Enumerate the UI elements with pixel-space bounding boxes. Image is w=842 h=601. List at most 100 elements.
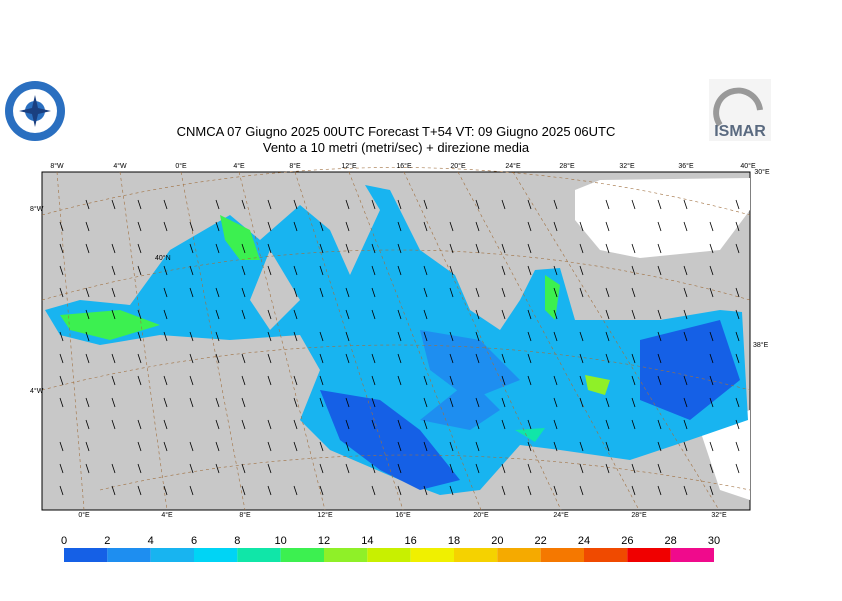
wind-arrow: [657, 309, 662, 320]
wind-arrow: [267, 375, 272, 386]
lon-label: 12°E: [317, 511, 333, 519]
wind-arrow: [527, 485, 532, 496]
wind-arrow: [267, 419, 272, 430]
colorbar-label: 16: [405, 535, 417, 547]
wind-arrow: [735, 397, 740, 408]
wind-arrow: [163, 375, 168, 386]
wind-arrow: [423, 375, 428, 386]
colorbar-label: 14: [361, 535, 373, 547]
wind-arrow: [527, 353, 532, 364]
wind-arrow: [475, 463, 480, 474]
wind-arrow: [657, 441, 662, 452]
wind-arrow: [85, 243, 90, 254]
wind-arrow: [475, 397, 480, 408]
colorbar-label: 18: [448, 535, 460, 547]
wind-arrow: [137, 375, 142, 386]
wind-arrow: [371, 287, 376, 298]
wind-arrow: [345, 397, 350, 408]
wind-arrow: [475, 419, 480, 430]
wind-arrow: [241, 375, 246, 386]
wind-arrow: [319, 375, 324, 386]
wind-arrow: [189, 397, 194, 408]
wind-arrow: [319, 265, 324, 276]
wind-arrow: [423, 441, 428, 452]
wind-arrow: [605, 199, 610, 210]
colorbar-swatch: [627, 548, 671, 562]
wind-arrow: [267, 199, 272, 210]
colorbar-swatch: [454, 548, 498, 562]
right-logo: ISMAR: [709, 79, 771, 141]
wind-arrow: [449, 243, 454, 254]
wind-arrow: [345, 243, 350, 254]
wind-arrow: [137, 353, 142, 364]
wind-arrow: [111, 199, 116, 210]
wind-arrow: [397, 243, 402, 254]
wind-arrow: [735, 353, 740, 364]
wind-arrow: [735, 419, 740, 430]
wind-arrow: [579, 287, 584, 298]
wind-arrow: [59, 441, 64, 452]
wind-arrow: [735, 309, 740, 320]
lon-label: 24°E: [553, 511, 569, 519]
wind-arrow: [319, 463, 324, 474]
wind-arrow: [59, 485, 64, 496]
wind-arrow: [111, 287, 116, 298]
wind-arrow: [345, 309, 350, 320]
wind-arrow: [735, 199, 740, 210]
wind-arrow: [163, 397, 168, 408]
wind-arrow: [501, 199, 506, 210]
wind-arrow: [111, 375, 116, 386]
wind-arrow: [553, 441, 558, 452]
wind-arrow: [631, 353, 636, 364]
wind-arrow: [449, 441, 454, 452]
wind-arrow: [111, 265, 116, 276]
wind-arrow: [449, 463, 454, 474]
wind-arrow: [527, 331, 532, 342]
wind-arrow: [371, 463, 376, 474]
wind-arrow: [189, 485, 194, 496]
wind-arrow: [371, 375, 376, 386]
left-logo: [5, 81, 65, 141]
wind-arrow: [683, 397, 688, 408]
wind-arrow: [605, 441, 610, 452]
wind-arrow: [215, 441, 220, 452]
wind-arrow: [553, 375, 558, 386]
wind-arrow: [735, 287, 740, 298]
wind-arrow: [631, 397, 636, 408]
lon-label: 40°E: [740, 162, 756, 170]
wind-arrow: [579, 485, 584, 496]
colorbar-swatch: [497, 548, 541, 562]
wind-arrow: [163, 199, 168, 210]
wind-arrow: [85, 441, 90, 452]
subtitle: Vento a 10 metri (metri/sec) + direzione…: [263, 140, 530, 155]
wind-arrow: [319, 353, 324, 364]
wind-arrow: [189, 287, 194, 298]
wind-arrow: [371, 353, 376, 364]
wind-arrow: [241, 243, 246, 254]
wind-arrow: [631, 375, 636, 386]
wind-arrow: [85, 353, 90, 364]
wind-arrow: [163, 419, 168, 430]
colorbar-swatch: [280, 548, 324, 562]
wind-arrow: [397, 221, 402, 232]
wind-arrow: [475, 441, 480, 452]
wind-arrow: [553, 309, 558, 320]
wind-arrow: [345, 419, 350, 430]
wind-arrow: [111, 485, 116, 496]
wind-arrow: [137, 485, 142, 496]
wind-arrow: [189, 463, 194, 474]
wind-arrow: [111, 397, 116, 408]
colorbar-swatch: [410, 548, 454, 562]
wind-arrow: [293, 221, 298, 232]
wind-arrow: [735, 243, 740, 254]
wind-arrow: [423, 287, 428, 298]
wind-arrow: [189, 353, 194, 364]
wind-arrow: [423, 331, 428, 342]
wind-arrow: [137, 221, 142, 232]
lon-label: 28°E: [559, 162, 575, 170]
wind-arrow: [241, 199, 246, 210]
wind-arrow: [475, 243, 480, 254]
wind-arrow: [163, 485, 168, 496]
wind-arrow: [85, 199, 90, 210]
wind-arrow: [527, 309, 532, 320]
